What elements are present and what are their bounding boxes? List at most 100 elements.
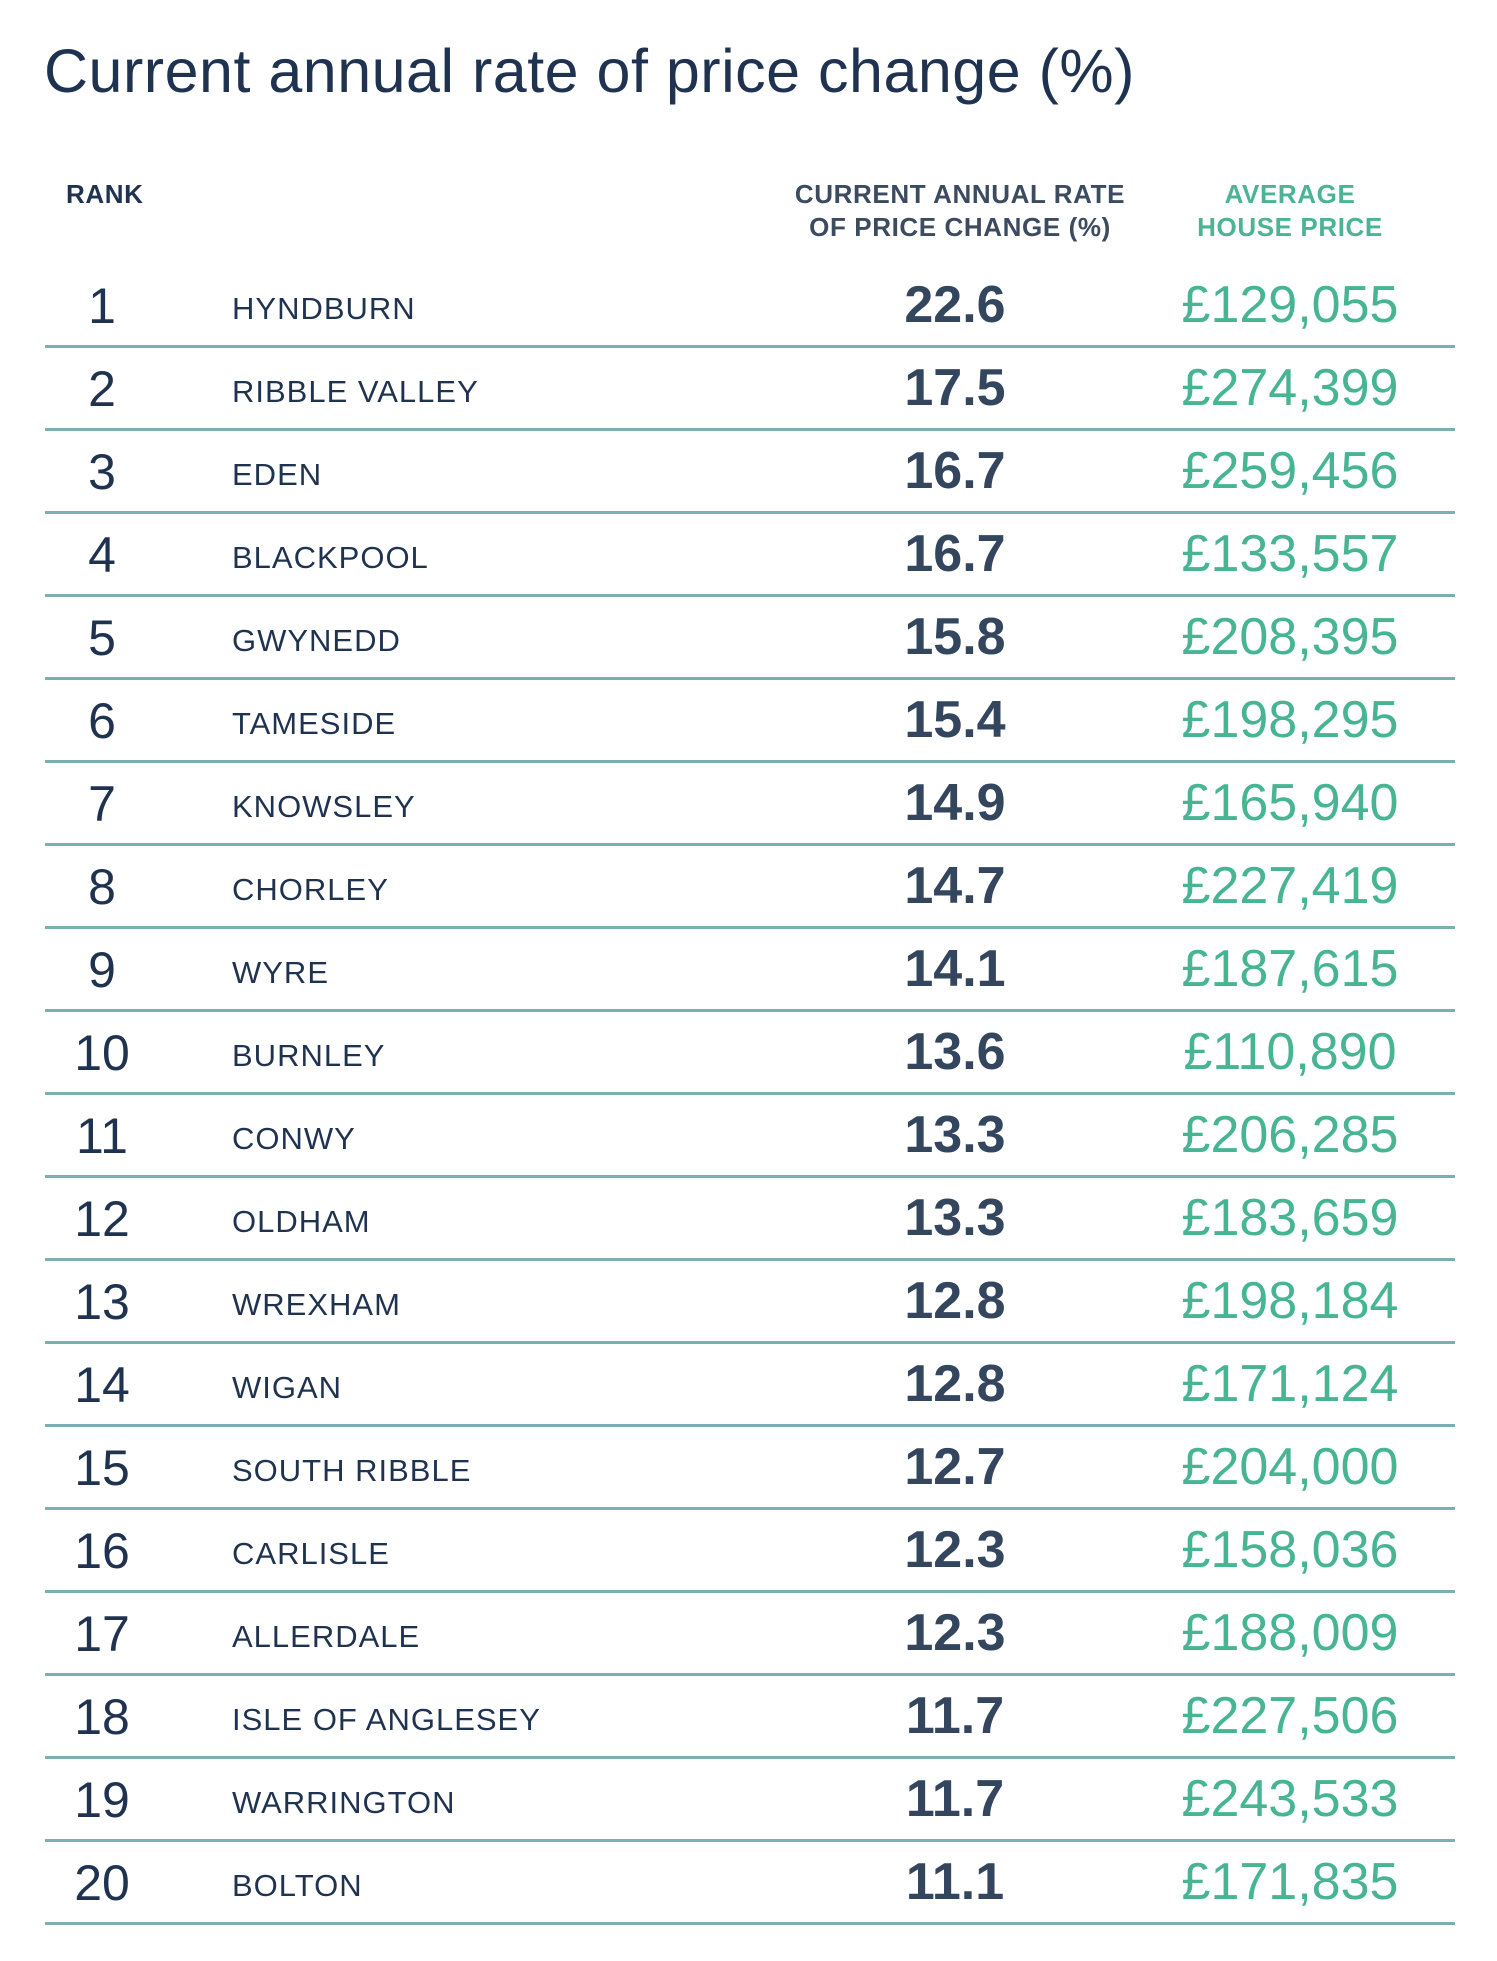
header-price: AVERAGE HOUSE PRICE (1130, 178, 1450, 244)
table-row: 9 WYRE 14.1 £187,615 (0, 929, 1497, 1012)
rate-cell: 14.9 (904, 774, 1006, 832)
row-divider (45, 1507, 1455, 1510)
district-cell: RIBBLE VALLEY (232, 374, 479, 409)
row-divider (45, 1922, 1455, 1925)
row-divider (45, 926, 1455, 929)
rate-cell: 12.3 (904, 1521, 1006, 1579)
rank-cell: 6 (88, 693, 116, 749)
rate-cell: 15.8 (904, 608, 1006, 666)
row-divider (45, 1424, 1455, 1427)
price-cell: £171,124 (1181, 1355, 1399, 1413)
row-divider (45, 1175, 1455, 1178)
header-rate-line2: OF PRICE CHANGE (%) (809, 212, 1111, 242)
row-divider (45, 594, 1455, 597)
price-cell: £204,000 (1181, 1438, 1399, 1496)
rank-cell: 15 (74, 1440, 130, 1496)
district-cell: WARRINGTON (232, 1785, 456, 1820)
rank-cell: 8 (88, 859, 116, 915)
rank-cell: 16 (74, 1523, 130, 1579)
district-cell: HYNDBURN (232, 291, 416, 326)
table-row: 7 KNOWSLEY 14.9 £165,940 (0, 763, 1497, 846)
price-cell: £171,835 (1181, 1853, 1399, 1911)
rate-cell: 17.5 (904, 359, 1006, 417)
header-rank: RANK (66, 179, 144, 209)
rank-cell: 7 (88, 776, 116, 832)
row-divider (45, 1673, 1455, 1676)
price-cell: £227,506 (1181, 1687, 1399, 1745)
rank-cell: 12 (74, 1191, 130, 1247)
rank-cell: 13 (74, 1274, 130, 1330)
price-cell: £259,456 (1181, 442, 1399, 500)
table-row: 19 WARRINGTON 11.7 £243,533 (0, 1759, 1497, 1842)
row-divider (45, 1590, 1455, 1593)
rate-cell: 11.7 (905, 1687, 1005, 1745)
header-rate: CURRENT ANNUAL RATE OF PRICE CHANGE (%) (730, 178, 1190, 244)
rate-cell: 13.6 (904, 1023, 1006, 1081)
rate-cell: 12.8 (904, 1272, 1006, 1330)
row-divider (45, 843, 1455, 846)
rank-cell: 2 (88, 361, 116, 417)
table-row: 18 ISLE OF ANGLESEY 11.7 £227,506 (0, 1676, 1497, 1759)
district-cell: BURNLEY (232, 1038, 386, 1073)
table-row: 20 BOLTON 11.1 £171,835 (0, 1842, 1497, 1925)
rate-cell: 16.7 (904, 525, 1006, 583)
header-rate-line1: CURRENT ANNUAL RATE (794, 179, 1126, 209)
price-cell: £243,533 (1181, 1770, 1399, 1828)
rank-cell: 19 (74, 1772, 130, 1828)
table-row: 5 GWYNEDD 15.8 £208,395 (0, 597, 1497, 680)
row-divider (45, 511, 1455, 514)
price-cell: £183,659 (1181, 1189, 1399, 1247)
district-cell: OLDHAM (232, 1204, 371, 1239)
table-row: 14 WIGAN 12.8 £171,124 (0, 1344, 1497, 1427)
district-cell: TAMESIDE (232, 706, 397, 741)
district-cell: BLACKPOOL (232, 540, 429, 575)
table-row: 3 EDEN 16.7 £259,456 (0, 431, 1497, 514)
price-cell: £208,395 (1181, 608, 1399, 666)
rate-cell: 12.3 (904, 1604, 1006, 1662)
price-cell: £198,184 (1181, 1272, 1399, 1330)
price-cell: £198,295 (1181, 691, 1399, 749)
rate-cell: 13.3 (904, 1106, 1006, 1164)
chart-title: Current annual rate of price change (%) (44, 37, 1135, 105)
price-cell: £133,557 (1181, 525, 1399, 583)
rate-cell: 16.7 (904, 442, 1006, 500)
price-cell: £187,615 (1181, 940, 1399, 998)
rank-cell: 20 (74, 1855, 130, 1911)
rate-cell: 22.6 (904, 276, 1006, 334)
price-cell: £227,419 (1181, 857, 1399, 915)
district-cell: ALLERDALE (232, 1619, 421, 1654)
rank-cell: 10 (74, 1025, 130, 1081)
row-divider (45, 1756, 1455, 1759)
table-body: 1 HYNDBURN 22.6 £129,055 2 RIBBLE VALLEY 17.5 £… (0, 265, 1497, 1925)
price-cell: £206,285 (1181, 1106, 1399, 1164)
header-price-line2: HOUSE PRICE (1197, 212, 1383, 242)
district-cell: GWYNEDD (232, 623, 401, 658)
district-cell: CONWY (232, 1121, 356, 1156)
row-divider (45, 1341, 1455, 1344)
table-row: 13 WREXHAM 12.8 £198,184 (0, 1261, 1497, 1344)
district-cell: CHORLEY (232, 872, 389, 907)
table-row: 1 HYNDBURN 22.6 £129,055 (0, 265, 1497, 348)
row-divider (45, 1258, 1455, 1261)
rate-cell: 15.4 (904, 691, 1006, 749)
price-cell: £110,890 (1183, 1023, 1397, 1081)
table-row: 8 CHORLEY 14.7 £227,419 (0, 846, 1497, 929)
rank-cell: 5 (88, 610, 116, 666)
rate-cell: 14.7 (904, 857, 1006, 915)
rate-cell: 11.7 (905, 1770, 1005, 1828)
rank-cell: 3 (88, 444, 116, 500)
row-divider (45, 345, 1455, 348)
rate-cell: 11.1 (905, 1853, 1005, 1911)
rank-cell: 18 (74, 1689, 130, 1745)
table-row: 16 CARLISLE 12.3 £158,036 (0, 1510, 1497, 1593)
rank-cell: 11 (76, 1108, 128, 1164)
district-cell: WYRE (232, 955, 329, 990)
rank-cell: 4 (88, 527, 116, 583)
rate-cell: 12.7 (904, 1438, 1006, 1496)
district-cell: ISLE OF ANGLESEY (232, 1702, 541, 1737)
table-row: 4 BLACKPOOL 16.7 £133,557 (0, 514, 1497, 597)
table-row: 11 CONWY 13.3 £206,285 (0, 1095, 1497, 1178)
district-cell: WIGAN (232, 1370, 343, 1405)
rank-cell: 17 (74, 1606, 130, 1662)
